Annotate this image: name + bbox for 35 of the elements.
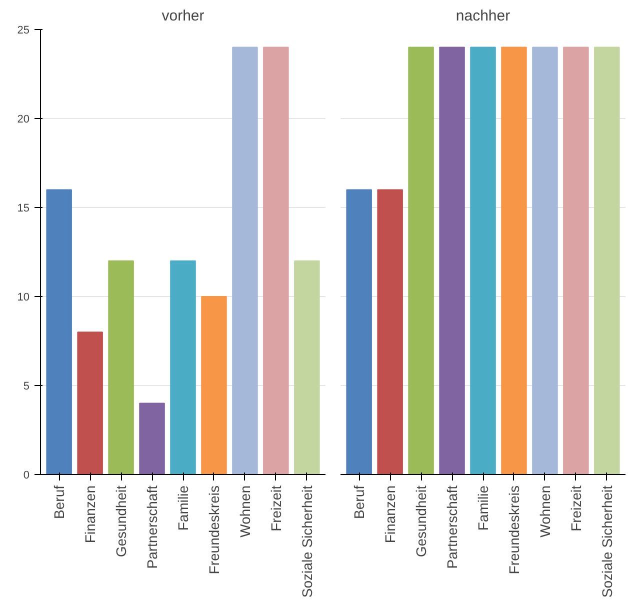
x-tick-label: Familie — [175, 485, 191, 531]
bar — [201, 296, 227, 474]
y-tick-label: 0 — [23, 470, 30, 482]
x-tick-label: Soziale Sicherheit — [598, 485, 615, 598]
x-tick-label: Freundeskreis — [206, 486, 222, 574]
x-tick-label: Beruf — [51, 485, 68, 519]
x-tick-label: Partnerschaft — [444, 485, 460, 569]
bar — [263, 46, 289, 474]
x-tick-label: Familie — [475, 485, 491, 531]
y-tick-label: 20 — [17, 114, 30, 126]
bar — [108, 260, 134, 474]
bar — [170, 260, 196, 474]
x-tick-label: Wohnen — [536, 485, 553, 538]
x-tick-label: Freizeit — [268, 485, 284, 532]
x-tick-label: Wohnen — [236, 485, 253, 538]
bar — [294, 260, 320, 474]
x-tick-label: Freundeskreis — [506, 486, 522, 574]
x-tick-label: Finanzen — [82, 486, 98, 544]
x-tick-label: Soziale Sicherheit — [298, 485, 315, 598]
x-tick-label: Finanzen — [382, 486, 398, 544]
y-tick-label: 5 — [23, 380, 30, 392]
bar — [77, 332, 103, 474]
y-tick-label: 10 — [17, 292, 30, 304]
x-tick-label: Partnerschaft — [144, 485, 160, 569]
chart-title: nachher — [456, 8, 510, 24]
chart-title: vorher — [162, 8, 204, 24]
bar — [232, 46, 258, 474]
x-tick-label: Freizeit — [568, 485, 584, 532]
y-tick-label: 25 — [17, 24, 30, 36]
x-tick-label: Gesundheit — [413, 485, 430, 558]
x-tick-label: Beruf — [351, 485, 368, 519]
y-tick-label: 15 — [17, 202, 30, 214]
bar — [139, 402, 165, 474]
bar — [46, 189, 72, 474]
x-tick-label: Gesundheit — [113, 485, 130, 558]
